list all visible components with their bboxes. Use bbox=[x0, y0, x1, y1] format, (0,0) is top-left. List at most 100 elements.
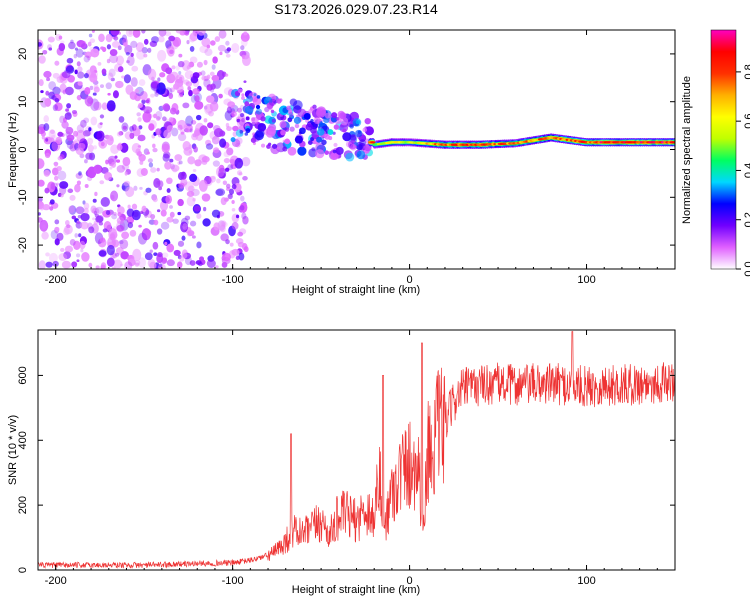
spectrogram-noise-blob bbox=[109, 49, 118, 56]
spectrogram-noise-blob bbox=[76, 253, 81, 258]
spectrogram-noise-blob bbox=[100, 141, 105, 147]
spectrogram-signal-blob bbox=[282, 146, 288, 152]
spectrogram-noise-blob bbox=[222, 252, 231, 262]
spectrogram-noise-blob bbox=[123, 180, 131, 187]
spectrogram-noise-blob bbox=[210, 40, 216, 46]
spectrogram-noise-blob bbox=[176, 261, 183, 269]
spectrogram-signal-blob bbox=[324, 150, 329, 155]
spectrogram-signal-blob bbox=[238, 119, 246, 126]
spectrogram-noise-blob bbox=[175, 65, 180, 71]
spectrogram-noise-blob bbox=[118, 116, 125, 123]
spectrogram-noise-blob bbox=[38, 79, 44, 87]
snr-y-label: SNR (10 * v/v) bbox=[7, 415, 19, 485]
spectrogram-signal-blob bbox=[260, 116, 266, 122]
spectrogram-noise-blob bbox=[187, 86, 192, 91]
spectrogram-noise-blob bbox=[91, 207, 100, 215]
spectrogram-noise-blob bbox=[126, 208, 135, 217]
spectrogram-noise-blob bbox=[112, 253, 118, 259]
spectrogram-noise-blob bbox=[74, 69, 78, 75]
spectrogram-noise-blob bbox=[83, 73, 89, 79]
spectrogram-noise-blob bbox=[42, 50, 48, 55]
y-tick-label: 200 bbox=[17, 496, 29, 514]
spectrogram-signal-blob bbox=[256, 95, 261, 99]
spectrogram-noise-blob bbox=[38, 55, 46, 64]
spectrogram-signal-blob bbox=[255, 104, 261, 110]
spectrogram-noise-blob bbox=[142, 111, 152, 123]
spectrogram-noise-blob bbox=[141, 99, 146, 105]
spectrogram-noise-blob bbox=[127, 258, 136, 267]
spectrogram-signal-blob bbox=[308, 148, 318, 158]
spectrogram-noise-blob bbox=[59, 193, 64, 198]
spectrogram-y-ticks: -20 -10 0 10 20 bbox=[17, 48, 675, 253]
spectrogram-noise-blob bbox=[121, 231, 130, 240]
spectrogram-noise-blob bbox=[66, 103, 72, 109]
spectrogram-noise-blob bbox=[76, 124, 85, 134]
spectrogram-noise-blob bbox=[102, 228, 108, 233]
spectrogram-noise-blob bbox=[196, 61, 203, 68]
spectrogram-noise-blob bbox=[97, 61, 102, 66]
spectrogram-noise-blob bbox=[235, 214, 240, 219]
spectrogram-noise-blob bbox=[199, 45, 209, 54]
spectrogram-signal-blob bbox=[244, 132, 249, 136]
spectrogram-noise-blob bbox=[221, 220, 227, 227]
spectrogram-noise-blob bbox=[46, 77, 51, 82]
spectrogram-noise-blob bbox=[129, 125, 135, 132]
spectrogram-noise-blob bbox=[211, 135, 220, 145]
spectrogram-noise-blob bbox=[137, 145, 142, 148]
spectrogram-signal-blob bbox=[313, 116, 321, 125]
spectrogram-noise-blob bbox=[124, 44, 133, 55]
spectrogram-noise-blob bbox=[194, 128, 201, 137]
spectrogram-noise-blob bbox=[147, 68, 157, 81]
spectrogram-noise-blob bbox=[92, 92, 97, 96]
spectrogram-noise-blob bbox=[196, 213, 202, 220]
spectrogram-noise-blob bbox=[177, 124, 183, 131]
colorbar-tick-label: 0.4 bbox=[743, 163, 750, 178]
spectrogram-noise-blob bbox=[45, 138, 49, 142]
spectrogram-noise-blob bbox=[82, 130, 91, 137]
spectrogram-noise-blob bbox=[193, 146, 198, 153]
spectrogram-noise-blob bbox=[231, 184, 237, 190]
spectrogram-noise-blob bbox=[84, 159, 88, 164]
spectrogram-noise-blob bbox=[139, 186, 143, 190]
spectrogram-noise-blob bbox=[52, 260, 59, 267]
spectrogram-noise-blob bbox=[113, 212, 117, 216]
spectrogram-noise-blob bbox=[126, 55, 135, 66]
spectrogram-noise-blob bbox=[100, 262, 107, 269]
spectrogram-noise-blob bbox=[179, 93, 184, 98]
spectrogram-noise-blob bbox=[88, 127, 92, 132]
spectrogram-noise-blob bbox=[150, 81, 159, 89]
spectrogram-noise-blob bbox=[162, 153, 170, 162]
snr-series-line bbox=[37, 331, 676, 569]
spectrogram-noise-blob bbox=[241, 156, 251, 167]
spectrogram-noise-blob bbox=[168, 116, 174, 123]
spectrogram-noise-blob bbox=[52, 86, 61, 96]
spectrogram-noise-blob bbox=[77, 142, 86, 150]
colorbar-ticks: 0.0 0.2 0.4 0.6 0.8 bbox=[736, 64, 750, 277]
y-tick-label: 20 bbox=[17, 48, 29, 60]
x-tick-label: 0 bbox=[407, 274, 413, 286]
spectrogram-noise-blob bbox=[214, 265, 219, 269]
spectrogram-noise-blob bbox=[161, 143, 170, 154]
spectrogram-noise-blob bbox=[166, 188, 171, 193]
spectrogram-noise-blob bbox=[173, 249, 181, 256]
spectrogram-noise-blob bbox=[55, 182, 59, 186]
spectrogram-noise-blob bbox=[131, 65, 139, 72]
spectrogram-noise-blob bbox=[105, 210, 111, 216]
spectrogram-noise-blob bbox=[146, 151, 150, 155]
y-tick-label: -20 bbox=[17, 237, 29, 253]
spectrogram-signal-blob bbox=[327, 129, 334, 136]
spectrogram-noise-blob bbox=[57, 170, 67, 181]
spectrogram-signal-blob bbox=[311, 147, 316, 152]
spectrogram-noise-blob bbox=[219, 130, 226, 137]
spectrogram-noise-blob bbox=[137, 117, 142, 122]
spectrogram-noise-blob bbox=[169, 71, 179, 81]
spectrogram-noise-blob bbox=[103, 171, 113, 181]
spectrogram-noise-blob bbox=[156, 82, 166, 95]
spectrogram-signal-blob bbox=[340, 117, 349, 126]
spectrogram-signal-blob bbox=[349, 124, 354, 129]
spectrogram-signal-blob bbox=[244, 101, 250, 106]
spectrogram-noise-blob bbox=[108, 228, 118, 241]
spectrogram-noise-blob bbox=[116, 224, 124, 232]
colorbar-tick-label: 0.2 bbox=[743, 212, 750, 227]
spectrogram-noise-blob bbox=[177, 198, 184, 207]
